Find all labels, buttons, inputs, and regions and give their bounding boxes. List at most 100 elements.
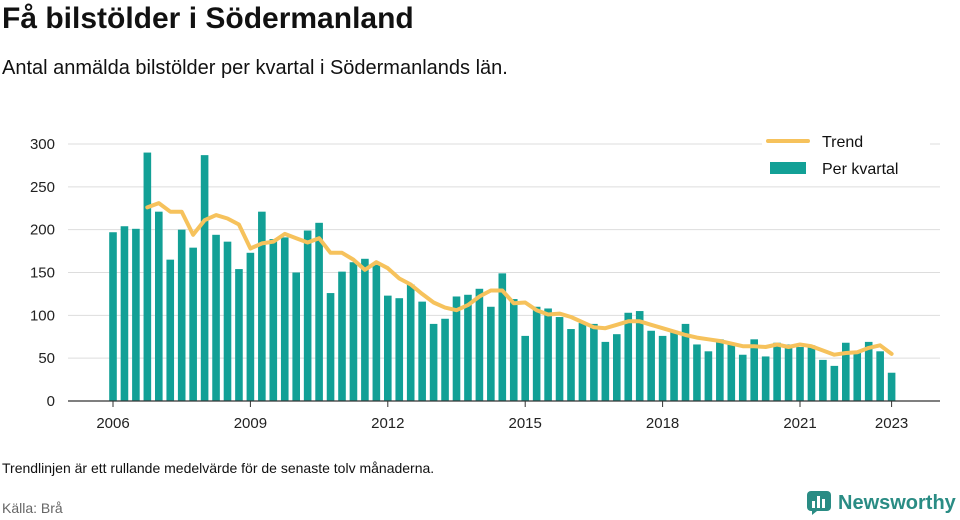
bar [246, 252, 255, 401]
bar [613, 334, 621, 401]
x-tick-label: 2018 [646, 415, 679, 432]
bar [132, 228, 140, 401]
bar [544, 308, 552, 401]
bar [498, 273, 507, 401]
bar [212, 234, 220, 401]
y-tick-label: 100 [30, 307, 55, 324]
bar [738, 354, 747, 401]
x-tick-label: 2006 [96, 415, 129, 432]
bar [578, 323, 587, 401]
bar [120, 226, 129, 401]
bar [177, 229, 186, 401]
bar [109, 232, 117, 401]
bar [670, 330, 678, 401]
bar [761, 356, 770, 401]
bar [349, 262, 358, 401]
bar [155, 211, 163, 401]
newsworthy-icon [807, 491, 831, 515]
bar [418, 301, 426, 401]
x-axis: 2006 2009 2012 2015 2018 2021 2023 [96, 401, 908, 432]
legend-bar-label: Per kvartal [822, 161, 898, 178]
bar [796, 347, 804, 401]
x-tick-label: 2023 [875, 415, 908, 432]
y-tick-label: 300 [30, 136, 55, 153]
bar [773, 342, 781, 401]
bar [406, 284, 415, 401]
bar [887, 372, 896, 401]
bar [727, 344, 736, 401]
bar-series [109, 152, 896, 401]
bar [830, 365, 839, 401]
bar [441, 318, 449, 401]
bar [864, 341, 873, 401]
bar [452, 296, 461, 401]
bar [200, 155, 209, 401]
bar [716, 339, 724, 401]
bar [280, 237, 289, 401]
bar [819, 359, 827, 401]
footnote: Trendlinjen är ett rullande medelvärde f… [2, 460, 435, 476]
bar [384, 295, 392, 401]
y-axis: 0 50 100 150 200 250 300 [30, 136, 55, 410]
bar [143, 152, 152, 401]
bar [189, 247, 197, 401]
bar [807, 345, 816, 401]
bar [338, 271, 346, 401]
bar [693, 344, 701, 401]
bar [842, 342, 850, 401]
bar [292, 272, 300, 401]
bar [509, 299, 518, 401]
x-tick-label: 2009 [234, 415, 267, 432]
legend-trend-label: Trend [822, 134, 863, 151]
bar [235, 269, 243, 401]
bar [303, 230, 312, 401]
x-tick-label: 2021 [783, 415, 816, 432]
brand-name: Newsworthy [838, 491, 956, 514]
legend: Trend Per kvartal [762, 128, 930, 186]
bar [635, 311, 644, 401]
bar [315, 222, 323, 401]
bar [590, 323, 598, 401]
chart-subtitle: Antal anmälda bilstölder per kvartal i S… [2, 57, 508, 79]
bar [681, 323, 690, 401]
y-tick-label: 200 [30, 222, 55, 239]
bar [853, 352, 862, 401]
y-tick-label: 50 [38, 350, 55, 367]
bar [532, 306, 541, 401]
bar [258, 211, 266, 401]
bar [876, 351, 884, 401]
y-tick-label: 150 [30, 265, 55, 282]
bar [624, 312, 633, 401]
bar [326, 293, 335, 401]
bar [487, 306, 495, 401]
bar [223, 241, 232, 401]
bar [464, 294, 472, 401]
bar [784, 344, 793, 401]
bar [658, 335, 667, 401]
newsworthy-logo[interactable]: Newsworthy [806, 490, 956, 516]
bar [429, 323, 438, 401]
bar [521, 335, 529, 401]
bar [372, 264, 381, 401]
bar [555, 317, 564, 401]
bar [475, 288, 484, 401]
bar [269, 239, 278, 401]
bar [704, 351, 713, 401]
bar [647, 330, 655, 401]
bar [601, 341, 610, 401]
source-label: Källa: Brå [2, 500, 63, 516]
chart-title: Få bilstölder i Södermanland [2, 2, 414, 35]
y-tick-label: 250 [30, 179, 55, 196]
bar [361, 258, 369, 401]
bar [567, 329, 575, 401]
trend-line [145, 201, 894, 357]
bar [166, 259, 175, 401]
x-tick-label: 2015 [509, 415, 542, 432]
bar [750, 339, 758, 401]
x-tick-label: 2012 [371, 415, 404, 432]
y-tick-label: 0 [47, 393, 55, 410]
bar [395, 298, 404, 401]
legend-bar-swatch [770, 162, 806, 174]
legend-background [762, 128, 930, 186]
